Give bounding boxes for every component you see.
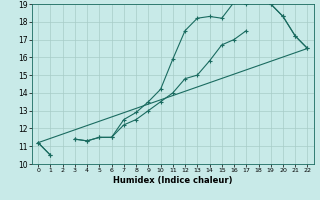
X-axis label: Humidex (Indice chaleur): Humidex (Indice chaleur) [113, 176, 233, 185]
